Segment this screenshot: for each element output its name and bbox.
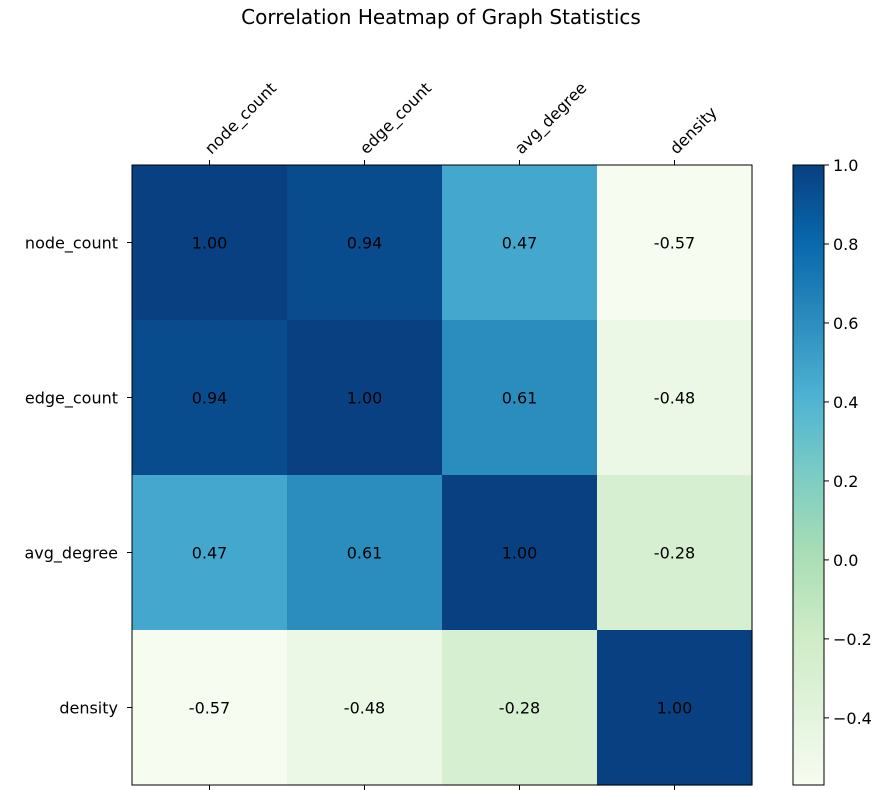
heatmap-cell [287,165,443,321]
cell-value-label: -0.57 [189,699,230,718]
heatmap-cell [442,165,598,321]
cell-value-label: 0.47 [502,234,538,253]
colorbar-tick-label: 1.0 [833,156,858,175]
cell-value-label: 0.61 [502,389,538,408]
y-tick-label: node_count [25,234,118,254]
y-tick-label: density [59,699,118,718]
heatmap-cell [597,630,753,786]
colorbar-tick-label: 0.8 [833,235,858,254]
heatmap-cell [132,630,288,786]
colorbar-gradient [793,165,824,785]
cell-value-label: 0.94 [347,234,383,253]
heatmap-cell [287,320,443,476]
cell-value-label: -0.57 [654,234,695,253]
heatmap-cell [442,320,598,476]
cell-value-label: 1.00 [657,699,693,718]
heatmap-cell [597,165,753,321]
colorbar-tick-label: −0.4 [833,709,872,728]
colorbar-frame [792,164,825,786]
plot-frame [131,164,753,786]
heatmap-cell [442,475,598,631]
heatmap-cell [287,475,443,631]
cell-value-label: 0.94 [192,389,228,408]
cell-value-label: -0.48 [344,699,385,718]
colorbar-tick-label: 0.4 [833,393,858,412]
heatmap-cell [442,630,598,786]
cell-value-label: -0.48 [654,389,695,408]
x-tick-label: edge_count [356,79,436,159]
colorbar-tick-label: 0.0 [833,551,858,570]
cell-value-label: 0.47 [192,544,228,563]
x-tick-label: avg_degree [511,78,591,158]
chart-title: Correlation Heatmap of Graph Statistics [241,5,641,29]
heatmap-cell [597,475,753,631]
cell-value-label: 0.61 [347,544,383,563]
y-tick-label: avg_degree [25,544,119,564]
colorbar: 1.0 0.8 0.6 0.4 0.2 0.0 −0.2 −0.4 [792,156,872,786]
heatmap-cells [132,165,753,786]
cell-value-label: -0.28 [499,699,540,718]
colorbar-tick-label: 0.6 [833,314,858,333]
colorbar-tick-label: 0.2 [833,472,858,491]
cell-value-label: 1.00 [347,389,383,408]
heatmap-cell-labels: 1.00 0.94 0.47 -0.57 0.94 1.00 0.61 -0.48 0.47 0.… [189,234,695,718]
x-tick-label: node_count [201,79,281,159]
colorbar-tick-label: −0.2 [833,630,872,649]
cell-value-label: 1.00 [502,544,538,563]
cell-value-label: 1.00 [192,234,228,253]
heatmap-cell [597,320,753,476]
heatmap-cell [132,320,288,476]
heatmap-cell [132,475,288,631]
x-tick-label: density [666,103,721,158]
cell-value-label: -0.28 [654,544,695,563]
heatmap-cell [287,630,443,786]
heatmap-cell [132,165,288,321]
y-tick-label: edge_count [25,389,118,409]
